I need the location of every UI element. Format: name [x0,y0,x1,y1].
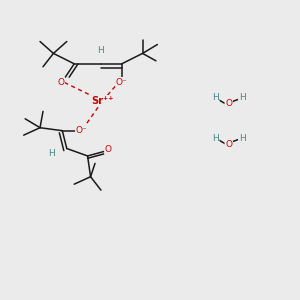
Text: O: O [105,145,112,154]
Text: Sr⁺⁺: Sr⁺⁺ [91,96,114,106]
Text: O: O [225,99,232,108]
Text: O: O [225,140,232,148]
Text: O⁻: O⁻ [76,126,88,135]
Text: O: O [57,78,64,87]
Text: H: H [98,46,104,55]
Text: H: H [212,94,219,103]
Text: H: H [212,134,219,142]
Text: H: H [49,149,55,158]
Text: O⁻: O⁻ [116,78,127,87]
Text: H: H [239,94,245,103]
Text: H: H [239,134,245,142]
